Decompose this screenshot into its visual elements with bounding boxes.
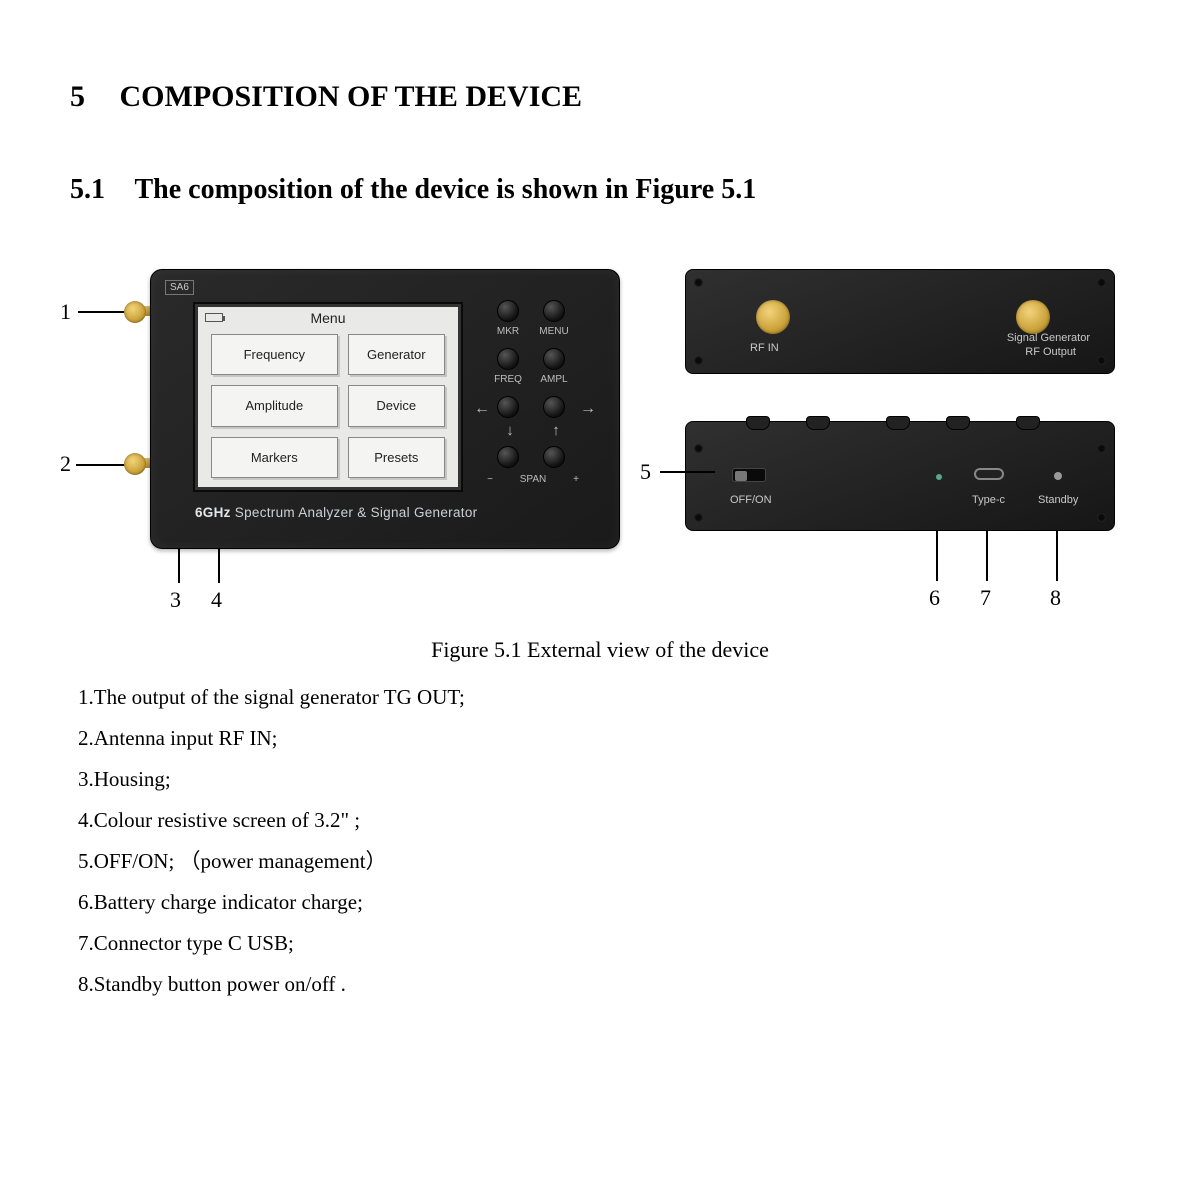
device-front-view: SA6 Menu Frequency Generator Amplitude D… [150,269,620,549]
label-sg-out-1: Signal Generator [1007,332,1090,344]
sma-rf-in-icon [756,300,790,334]
label-offon: OFF/ON [730,494,772,506]
device-bottom-panel: OFF/ON Type-c Standby [685,421,1115,531]
device-top-panel: RF IN Signal Generator RF Output [685,269,1115,374]
menu-presets: Presets [348,437,445,478]
figure-5-1: 1 2 3 4 SA6 Menu Frequency Generator Amp… [70,261,1130,621]
label-freq: FREQ [493,374,523,385]
menu-markers: Markers [211,437,338,478]
legend-item-4: 4.Colour resistive screen of 3.2" ; [78,800,1130,841]
key-mkr [497,300,519,322]
key-span-minus [497,446,519,468]
menu-amplitude: Amplitude [211,385,338,426]
arrow-down-icon: ↓ [495,422,525,439]
screw-icon [694,278,703,287]
callout-3: 3 [170,587,181,613]
subsection-heading: 5.1 The composition of the device is sho… [70,174,1130,206]
label-span-plus: + [561,474,591,485]
key-span-plus [543,446,565,468]
leader-7 [986,531,988,581]
key-left [497,396,519,418]
subsection-title: The composition of the device is shown i… [135,174,757,205]
legend-item-6: 6.Battery charge indicator charge; [78,882,1130,923]
label-span: SPAN [515,474,551,485]
legend-item-5: 5.OFF/ON; （power management） [78,841,1130,882]
screw-icon [694,444,703,453]
callout-2: 2 [60,451,71,477]
callout-4: 4 [211,587,222,613]
section-number: 5 [70,80,112,114]
label-standby: Standby [1038,494,1078,506]
screw-icon [694,513,703,522]
edge-button-icon [806,416,830,430]
legend-item-1: 1.The output of the signal generator TG … [78,677,1130,718]
callout-5: 5 [640,459,651,485]
device-badge: SA6 [165,280,194,295]
callout-6: 6 [929,585,940,611]
legend-item-3: 3.Housing; [78,759,1130,800]
label-ampl: AMPL [539,374,569,385]
leader-6 [936,531,938,581]
key-menu [543,300,565,322]
edge-button-icon [1016,416,1040,430]
arrow-up-icon: ↑ [541,422,571,439]
arrow-right-icon: → [573,400,603,418]
leader-8 [1056,531,1058,581]
callout-8: 8 [1050,585,1061,611]
menu-frequency: Frequency [211,334,338,375]
legend-item-2: 2.Antenna input RF IN; [78,718,1130,759]
screw-icon [1097,356,1106,365]
edge-button-icon [946,416,970,430]
screen-title: Menu [195,310,461,326]
key-right [543,396,565,418]
legend-list: 1.The output of the signal generator TG … [70,677,1130,1005]
sma-rf-in-front-icon [124,453,146,475]
arrow-left-icon: ← [467,400,497,418]
edge-button-icon [746,416,770,430]
edge-button-icon [886,416,910,430]
legend-item-7: 7.Connector type C USB; [78,923,1130,964]
device-subtitle: 6GHz Spectrum Analyzer & Signal Generato… [195,505,477,520]
label-menu: MENU [539,326,569,337]
label-rf-in: RF IN [750,342,779,354]
screw-icon [1097,444,1106,453]
label-typec: Type-c [972,494,1005,506]
power-switch-icon [732,468,766,482]
leader-3 [178,549,180,583]
label-span-minus: − [475,474,505,485]
screen-menu-grid: Frequency Generator Amplitude Device Mar… [211,334,445,478]
subsection-number: 5.1 [70,174,128,206]
screw-icon [1097,278,1106,287]
section-heading: 5 COMPOSITION OF THE DEVICE [70,80,1130,114]
callout-7: 7 [980,585,991,611]
leader-5 [660,471,715,473]
subtitle-prefix: 6GHz [195,505,231,520]
key-freq [497,348,519,370]
sma-sg-out-icon [1016,300,1050,334]
legend-item-8: 8.Standby button power on/off . [78,964,1130,1005]
section-title: COMPOSITION OF THE DEVICE [120,80,583,113]
key-ampl [543,348,565,370]
sma-tg-out-icon [124,301,146,323]
label-mkr: MKR [493,326,523,337]
device-screen: Menu Frequency Generator Amplitude Devic… [193,302,463,492]
menu-generator: Generator [348,334,445,375]
menu-device: Device [348,385,445,426]
screw-icon [694,356,703,365]
figure-caption: Figure 5.1 External view of the device [70,637,1130,663]
standby-button-icon [1054,472,1062,480]
screw-icon [1097,513,1106,522]
subtitle-rest: Spectrum Analyzer & Signal Generator [231,505,478,520]
usb-c-port-icon [974,468,1004,480]
callout-1: 1 [60,299,71,325]
label-sg-out-2: RF Output [1025,346,1076,358]
charge-led-icon [936,474,942,480]
